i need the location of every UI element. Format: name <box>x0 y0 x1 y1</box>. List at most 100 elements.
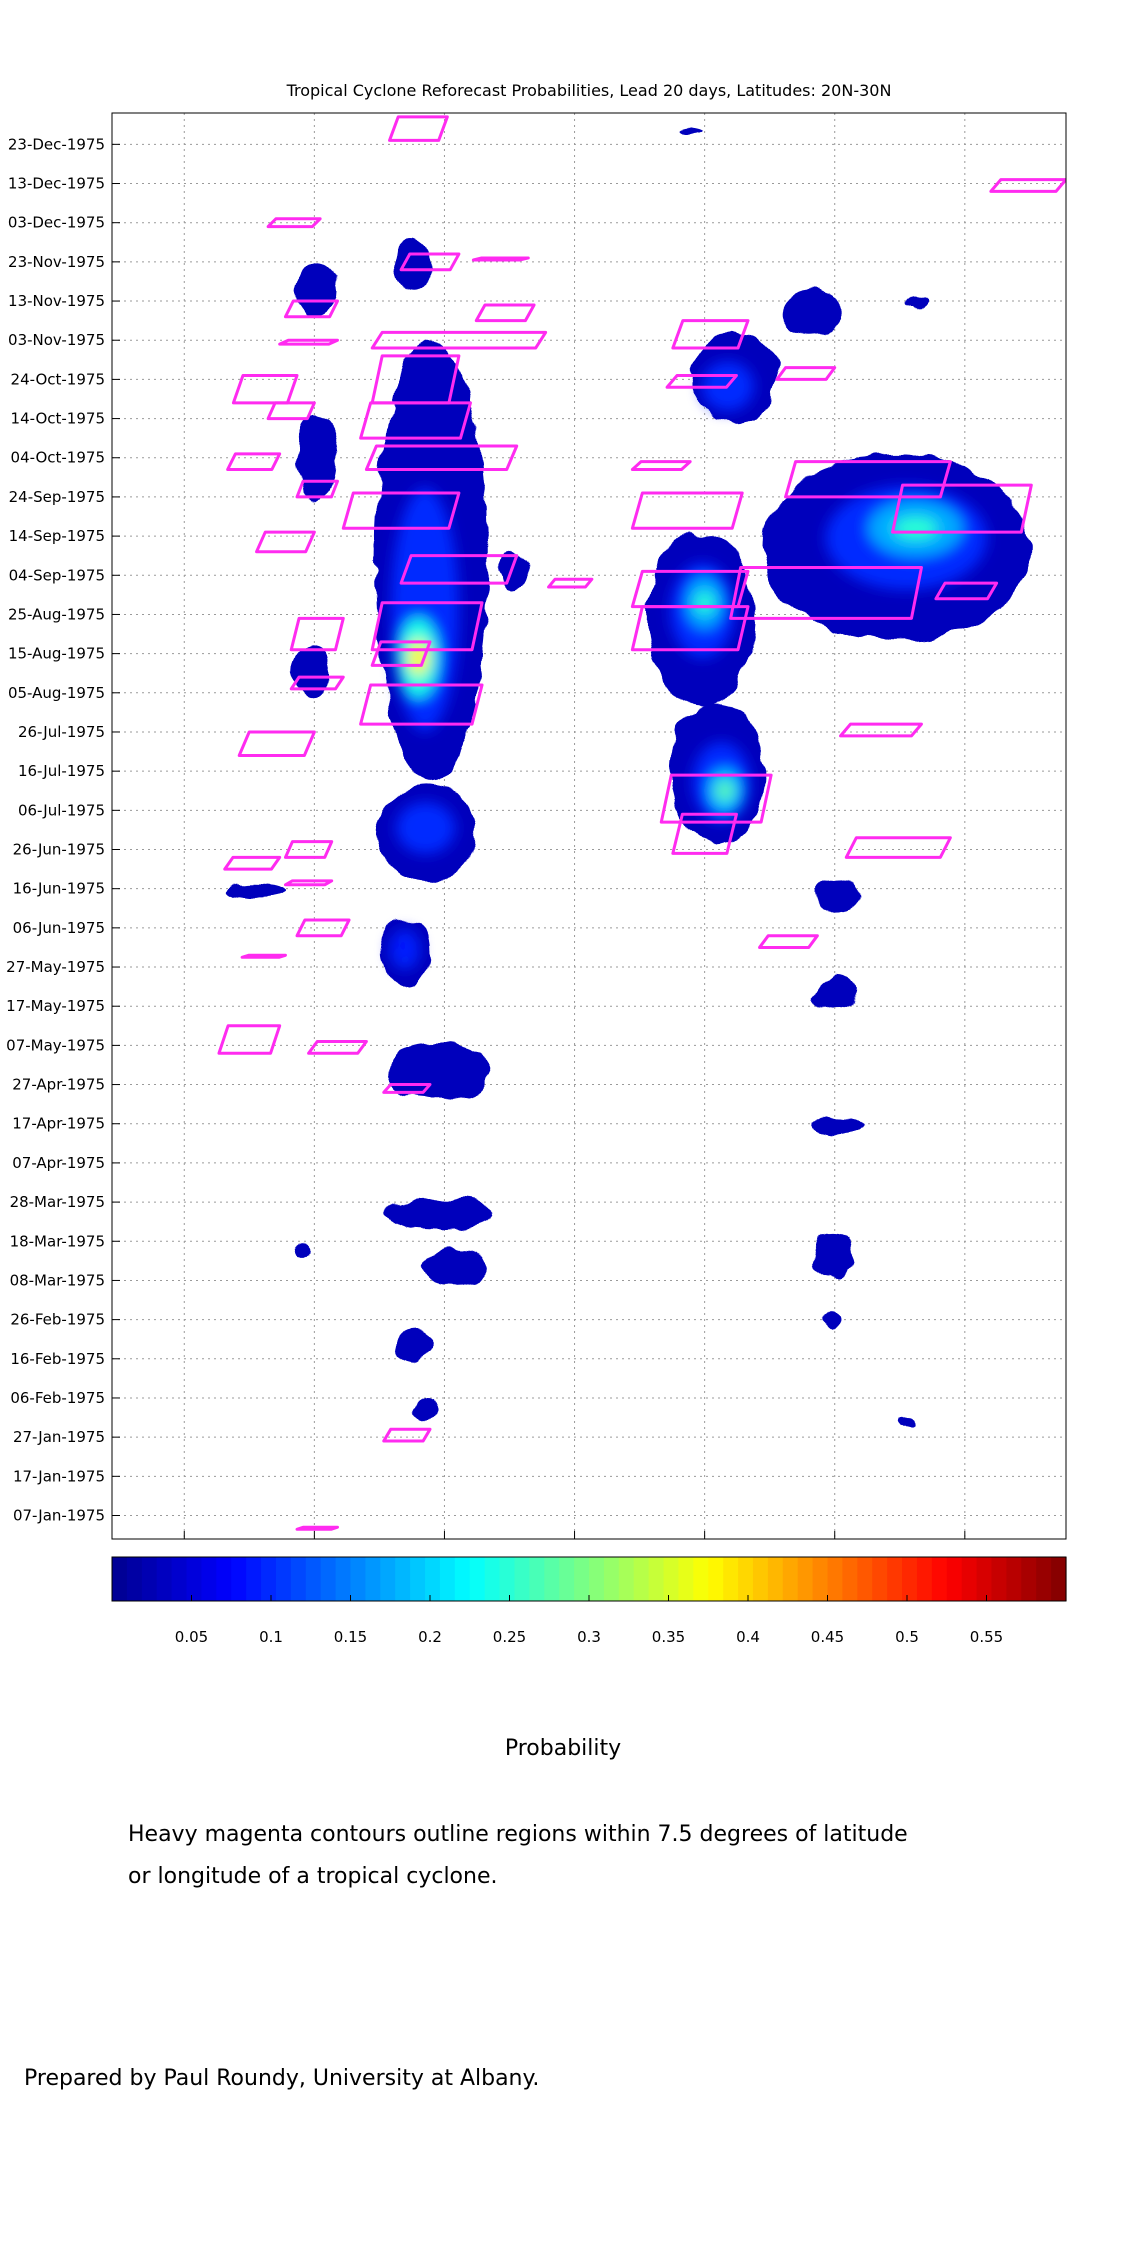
probability-region <box>904 297 928 309</box>
colorbar-cell <box>216 1557 232 1601</box>
colorbar-cell <box>305 1557 322 1601</box>
colorbar-cell <box>559 1557 575 1601</box>
colorbar-cell <box>112 1557 128 1601</box>
cyclone-contour <box>399 554 519 585</box>
probability-peak <box>695 592 715 614</box>
cyclone-contour <box>382 1083 432 1094</box>
probability-region <box>291 645 332 701</box>
cyclone-contour <box>266 217 322 229</box>
cyclone-contours <box>217 115 1066 1531</box>
probability-region <box>811 1233 853 1277</box>
colorbar-cell <box>589 1557 605 1601</box>
chart-title: Tropical Cyclone Reforecast Probabilitie… <box>286 81 892 100</box>
cyclone-contour <box>839 722 923 738</box>
probability-region <box>814 1115 864 1136</box>
cyclone-contour <box>784 460 952 499</box>
colorbar-cell <box>693 1557 709 1601</box>
colorbar-tick-label: 0.15 <box>334 1628 367 1646</box>
cyclone-contour <box>283 299 339 319</box>
colorbar: 0.05 0.1 0.15 0.2 0.25 0.3 0.35 0.4 0.45 0.5 0.55 <box>111 1556 1067 1646</box>
colorbar-cell <box>484 1557 501 1601</box>
colorbar-cell <box>275 1557 292 1601</box>
cyclone-contour <box>474 303 536 323</box>
y-tick-label: 03-Dec-1975 <box>8 214 105 232</box>
cyclone-contour <box>307 1039 368 1055</box>
cyclone-contour <box>370 601 484 652</box>
plot-area <box>112 113 1066 1539</box>
y-tick-label: 17-Jan-1975 <box>13 1467 105 1485</box>
colorbar-cell <box>171 1557 188 1601</box>
colorbar-cell <box>1036 1557 1052 1601</box>
cyclone-contour <box>217 1024 282 1055</box>
colorbar-cell <box>514 1557 530 1601</box>
colorbar-cell <box>574 1557 590 1601</box>
colorbar-tick-label: 0.05 <box>175 1628 208 1646</box>
cyclone-contour <box>341 491 461 530</box>
cyclone-contour <box>547 577 594 589</box>
note-line-2: or longitude of a tropical cyclone. <box>128 1864 498 1889</box>
y-tick-label: 23-Nov-1975 <box>8 253 105 271</box>
cyclone-contour <box>255 530 316 554</box>
colorbar-cell <box>1021 1557 1037 1601</box>
y-tick-label: 17-Apr-1975 <box>12 1115 105 1133</box>
y-tick-label: 14-Sep-1975 <box>9 527 105 545</box>
cyclone-contour <box>891 483 1033 534</box>
probability-peak <box>893 516 938 540</box>
y-tick-label: 16-Jul-1975 <box>18 762 105 780</box>
cyclone-contour <box>370 330 548 350</box>
colorbar-tick-label: 0.45 <box>811 1628 844 1646</box>
y-tick-label: 07-May-1975 <box>6 1036 105 1054</box>
cyclone-contour <box>364 444 519 471</box>
colorbar-cell <box>648 1557 665 1601</box>
colorbar-cell <box>678 1557 694 1601</box>
colorbar-cell <box>350 1557 367 1601</box>
cyclone-contour <box>934 581 999 601</box>
cyclone-contour <box>671 812 738 855</box>
probability-peak <box>415 816 434 828</box>
colorbar-cell <box>663 1557 680 1601</box>
cyclone-contour <box>283 840 334 859</box>
cyclone-contour <box>278 338 339 346</box>
colorbar-cell <box>261 1557 277 1601</box>
y-tick-label: 03-Nov-1975 <box>8 331 105 349</box>
colorbar-cell <box>738 1557 754 1601</box>
plot-frame <box>111 112 1067 1540</box>
y-tick-label: 24-Sep-1975 <box>9 488 105 506</box>
y-tick-label: 13-Dec-1975 <box>8 175 105 193</box>
y-tick-label: 26-Feb-1975 <box>10 1311 105 1329</box>
colorbar-cell <box>141 1557 158 1601</box>
colorbar-cell <box>454 1557 471 1601</box>
colorbar-cell <box>335 1557 352 1601</box>
cyclone-contour <box>283 879 334 887</box>
y-tick-label: 06-Jun-1975 <box>13 919 105 937</box>
probability-region <box>297 1245 315 1257</box>
colorbar-cell <box>916 1557 933 1601</box>
colorbar-cell <box>529 1557 545 1601</box>
probability-peak <box>716 782 734 800</box>
y-tick-label: 27-Apr-1975 <box>12 1076 105 1094</box>
y-tick-label: 16-Feb-1975 <box>10 1350 105 1368</box>
colorbar-cell <box>201 1557 217 1601</box>
colorbar-cell <box>425 1557 441 1601</box>
cyclone-contour <box>382 1427 432 1443</box>
colorbar-cell <box>782 1557 799 1601</box>
colorbar-cell <box>231 1557 247 1601</box>
colorbar-cell <box>410 1557 426 1601</box>
y-tick-label: 13-Nov-1975 <box>8 292 105 310</box>
y-tick-label: 04-Sep-1975 <box>9 566 105 584</box>
cyclone-contour <box>289 616 345 652</box>
probability-region <box>814 876 858 913</box>
colorbar-cell <box>1006 1557 1022 1601</box>
cyclone-contour <box>240 953 287 959</box>
colorbar-tick-label: 0.55 <box>970 1628 1003 1646</box>
probability-region <box>820 1311 841 1332</box>
colorbar-cell <box>902 1557 918 1601</box>
probability-field <box>221 124 1032 1430</box>
colorbar-cell <box>544 1557 560 1601</box>
colorbar-tick-label: 0.3 <box>577 1628 601 1646</box>
cyclone-contour <box>289 675 345 691</box>
cyclone-contour <box>630 460 692 471</box>
y-tick-label: 06-Jul-1975 <box>18 801 105 819</box>
y-tick-label: 08-Mar-1975 <box>10 1271 105 1289</box>
cyclone-contour <box>775 366 837 381</box>
